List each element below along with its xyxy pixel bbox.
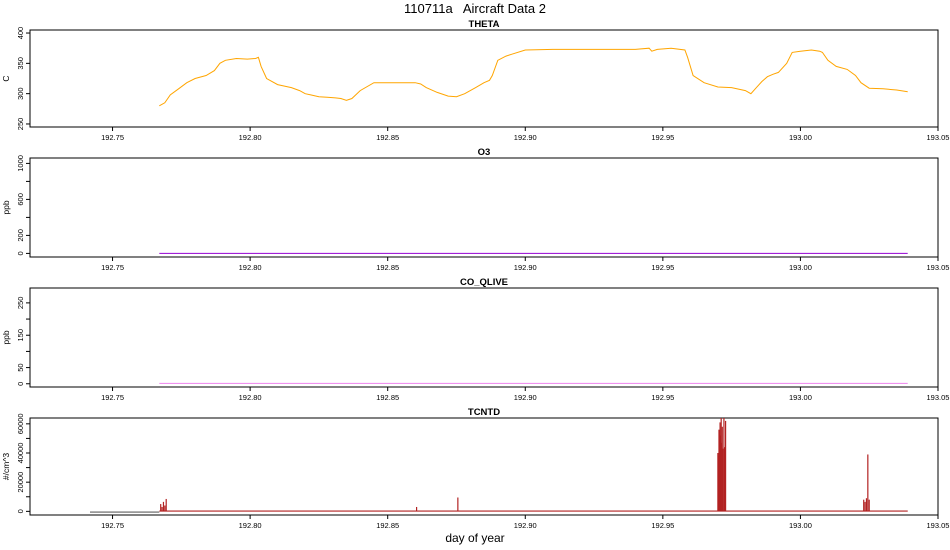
x-tick-label: 192.85 — [376, 521, 399, 530]
panel-title: CO_QLIVE — [460, 277, 508, 288]
x-tick-label: 192.80 — [239, 393, 262, 402]
x-tick-label: 192.95 — [651, 393, 674, 402]
y-tick-label: 0 — [16, 251, 25, 255]
x-tick-label: 192.75 — [101, 521, 124, 530]
plot-frame — [29, 417, 939, 516]
x-tick-label: 193.00 — [789, 133, 812, 142]
figure-title: 110711a Aircraft Data 2 — [404, 1, 546, 16]
x-tick-label: 193.05 — [927, 133, 950, 142]
y-tick-label: 40000 — [16, 443, 25, 464]
x-tick-label: 192.90 — [514, 133, 537, 142]
x-tick-label: 192.75 — [101, 133, 124, 142]
y-axis-label: C — [1, 75, 11, 81]
x-tick-label: 193.05 — [927, 263, 950, 272]
panel-title: O3 — [478, 147, 491, 158]
x-tick-label: 192.90 — [514, 521, 537, 530]
x-tick-label: 192.85 — [376, 263, 399, 272]
x-tick-label: 192.90 — [514, 393, 537, 402]
y-tick-label: 60000 — [16, 413, 25, 434]
y-tick-label: 20000 — [16, 472, 25, 493]
x-tick-label: 192.75 — [101, 263, 124, 272]
panel-4: TCNTD #/cm^3 192.75 192.80 192.85 192.90 192.9… — [1, 407, 949, 530]
panel-title: THETA — [469, 19, 500, 30]
x-tick-label: 192.75 — [101, 393, 124, 402]
y-axis-label: ppb — [1, 330, 11, 344]
plot-frame — [29, 287, 939, 388]
y-tick-label: 600 — [16, 193, 25, 206]
x-tick-label: 193.00 — [789, 393, 812, 402]
y-tick-label: 250 — [16, 118, 25, 131]
y-tick-label: 0 — [16, 382, 25, 386]
y-tick-label: 350 — [16, 57, 25, 70]
x-tick-label: 192.90 — [514, 263, 537, 272]
series-line — [159, 47, 908, 107]
x-tick-label: 193.00 — [789, 263, 812, 272]
x-tick-label: 192.85 — [376, 393, 399, 402]
y-tick-label: 0 — [16, 509, 25, 513]
x-tick-label: 192.95 — [651, 263, 674, 272]
plot-frame — [29, 157, 939, 258]
x-tick-label: 192.80 — [239, 263, 262, 272]
y-tick-label: 150 — [16, 329, 25, 342]
x-axis-title: day of year — [445, 531, 505, 545]
x-tick-label: 193.00 — [789, 521, 812, 530]
y-tick-label: 250 — [16, 297, 25, 310]
y-tick-label: 300 — [16, 87, 25, 100]
x-tick-label: 192.95 — [651, 133, 674, 142]
panel-title: TCNTD — [468, 407, 500, 418]
y-tick-label: 400 — [16, 27, 25, 40]
x-tick-label: 192.85 — [376, 133, 399, 142]
y-tick-label: 200 — [16, 229, 25, 242]
y-axis-label: ppb — [1, 200, 11, 214]
plot-frame — [29, 29, 939, 128]
x-tick-label: 193.05 — [927, 393, 950, 402]
x-tick-label: 192.95 — [651, 521, 674, 530]
x-tick-label: 192.80 — [239, 521, 262, 530]
panel-2: O3 ppb 192.75 192.80 192.85 192.90 192.95 193.0… — [1, 147, 949, 272]
y-axis-label: #/cm^3 — [1, 453, 11, 480]
x-tick-label: 193.05 — [927, 521, 950, 530]
x-tick-label: 192.80 — [239, 133, 262, 142]
panel-1: THETA C 192.75 192.80 192.85 192.90 192.95 193.… — [1, 19, 949, 142]
y-tick-label: 1000 — [16, 155, 25, 172]
y-tick-label: 50 — [16, 363, 25, 371]
